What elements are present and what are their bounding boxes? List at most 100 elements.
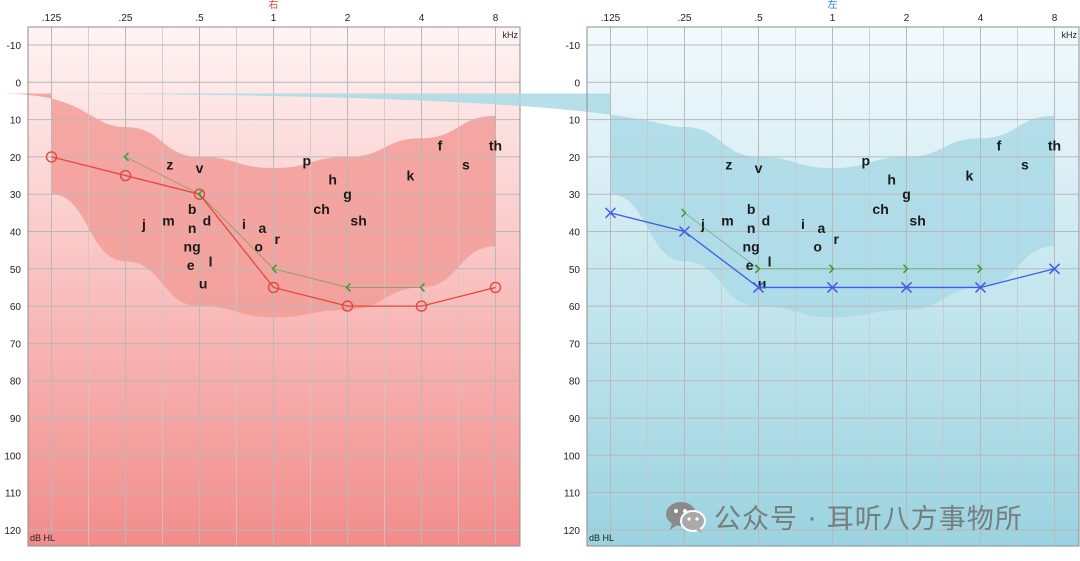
phoneme-label: s bbox=[1021, 156, 1029, 172]
y-tick-label: 60 bbox=[10, 302, 22, 313]
phoneme-label: e bbox=[746, 257, 754, 273]
phoneme-label: k bbox=[966, 168, 974, 184]
chart-title: 左 bbox=[828, 0, 838, 11]
watermark-text: 公众号 · 耳听八方事物所 bbox=[714, 504, 1023, 535]
data-point-cross bbox=[604, 207, 617, 219]
y-tick-label: 70 bbox=[10, 339, 22, 350]
y-unit-label: dB HL bbox=[589, 533, 614, 543]
phoneme-label: r bbox=[833, 231, 839, 247]
y-tick-label: 90 bbox=[10, 414, 22, 425]
y-tick-label: 120 bbox=[4, 526, 21, 537]
data-point-cross bbox=[900, 281, 913, 293]
phoneme-label: v bbox=[196, 160, 204, 176]
phoneme-label: d bbox=[762, 212, 771, 228]
speech-banana bbox=[0, 93, 1055, 318]
y-tick-label: 110 bbox=[564, 489, 580, 500]
phoneme-label: j bbox=[700, 216, 705, 232]
plot-frame bbox=[586, 26, 1080, 547]
data-point-circle bbox=[267, 281, 280, 294]
phoneme-label: h bbox=[887, 171, 896, 187]
phoneme-label: k bbox=[407, 168, 415, 184]
phoneme-label: g bbox=[902, 186, 911, 202]
phoneme-label: b bbox=[188, 201, 197, 217]
phoneme-label: sh bbox=[350, 212, 366, 228]
phoneme-label: ch bbox=[313, 201, 329, 217]
y-tick-label: 80 bbox=[569, 377, 581, 388]
phoneme-label: m bbox=[162, 212, 174, 228]
data-point-circle bbox=[193, 188, 206, 200]
data-point-cross bbox=[678, 225, 691, 238]
data-point-bracket bbox=[345, 282, 352, 292]
phoneme-label: o bbox=[813, 238, 822, 254]
data-point-bracket bbox=[123, 152, 130, 162]
phoneme-label: v bbox=[755, 160, 763, 176]
data-point-bracket bbox=[680, 208, 687, 218]
x-tick-label: 1 bbox=[830, 13, 836, 24]
data-point-bracket bbox=[271, 264, 278, 274]
x-tick-label: .125 bbox=[601, 13, 621, 24]
data-point-circle bbox=[119, 169, 132, 182]
y-tick-label: 70 bbox=[569, 339, 581, 350]
x-tick-label: 8 bbox=[1052, 13, 1058, 24]
phoneme-label: i bbox=[801, 216, 805, 232]
y-tick-label: 100 bbox=[4, 451, 21, 462]
data-point-bracket bbox=[754, 264, 761, 274]
phoneme-label: b bbox=[747, 201, 756, 217]
y-tick-label: 120 bbox=[563, 526, 580, 537]
y-tick-label: 40 bbox=[569, 228, 581, 239]
x-unit-label: kHz bbox=[1062, 30, 1078, 40]
data-point-bracket bbox=[976, 264, 983, 274]
y-tick-label: -10 bbox=[566, 41, 581, 52]
phoneme-label: p bbox=[862, 153, 871, 169]
phoneme-label: i bbox=[242, 216, 246, 232]
data-point-circle bbox=[341, 300, 354, 312]
data-point-cross bbox=[752, 281, 765, 293]
phoneme-label: p bbox=[303, 153, 312, 169]
data-point-cross bbox=[1048, 263, 1061, 275]
phoneme-label: l bbox=[768, 253, 772, 269]
watermark: 公众号 · 耳听八方事物所 bbox=[664, 497, 1023, 536]
y-tick-label: 10 bbox=[569, 116, 581, 127]
phoneme-label: f bbox=[438, 138, 443, 154]
x-tick-label: .5 bbox=[754, 13, 763, 24]
phoneme-label: ng bbox=[743, 238, 760, 254]
x-tick-label: 8 bbox=[493, 13, 499, 24]
plot-frame bbox=[27, 26, 521, 547]
y-tick-label: 40 bbox=[10, 228, 22, 239]
phoneme-label: a bbox=[259, 220, 267, 236]
data-point-circle bbox=[415, 300, 428, 312]
y-tick-label: 30 bbox=[569, 190, 581, 201]
speech-banana bbox=[0, 93, 496, 318]
y-tick-label: 0 bbox=[15, 78, 21, 89]
phoneme-label: j bbox=[141, 216, 146, 232]
data-point-cross bbox=[974, 281, 987, 293]
phoneme-label: s bbox=[462, 156, 470, 172]
y-tick-label: 20 bbox=[10, 153, 22, 164]
phoneme-label: f bbox=[997, 138, 1002, 154]
y-tick-label: 10 bbox=[10, 116, 22, 127]
data-point-circle bbox=[45, 151, 58, 163]
phoneme-label: d bbox=[203, 212, 212, 228]
x-tick-label: .5 bbox=[195, 13, 204, 24]
phoneme-label: n bbox=[747, 220, 756, 236]
phoneme-label: z bbox=[166, 156, 173, 172]
phoneme-label: r bbox=[274, 231, 280, 247]
data-point-bracket bbox=[828, 264, 835, 274]
phoneme-label: a bbox=[818, 220, 826, 236]
phoneme-label: ch bbox=[872, 201, 888, 217]
y-tick-label: 90 bbox=[569, 414, 581, 425]
x-tick-label: .25 bbox=[119, 13, 133, 24]
x-tick-label: 1 bbox=[271, 13, 277, 24]
phoneme-label: o bbox=[254, 238, 263, 254]
data-point-circle bbox=[489, 281, 502, 294]
x-tick-label: 4 bbox=[978, 13, 984, 24]
phoneme-label: n bbox=[188, 220, 197, 236]
phoneme-label: z bbox=[725, 156, 732, 172]
data-point-bracket bbox=[197, 189, 204, 199]
x-tick-label: 2 bbox=[345, 13, 351, 24]
data-point-bracket bbox=[902, 264, 909, 274]
y-tick-label: 60 bbox=[569, 302, 581, 313]
x-tick-label: 2 bbox=[904, 13, 910, 24]
y-unit-label: dB HL bbox=[30, 533, 55, 543]
y-tick-label: -10 bbox=[7, 41, 22, 52]
